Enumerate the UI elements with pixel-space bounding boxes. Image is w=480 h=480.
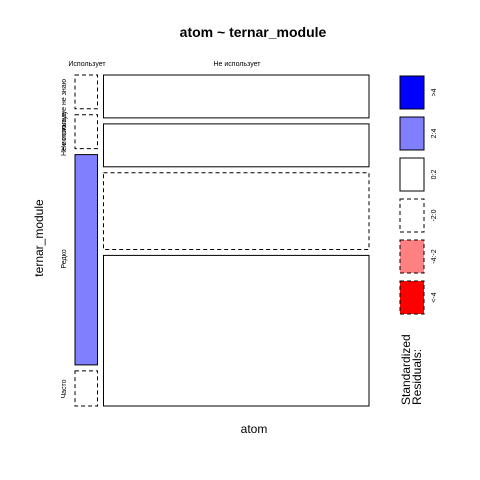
- legend-swatch-2: [399, 157, 425, 192]
- x-category-label-1: Не использует: [214, 61, 262, 68]
- y-category-label-0: Не используе не знаю: [61, 79, 68, 151]
- mosaic-cell-1-1: [103, 123, 370, 168]
- chart-title: atom ~ ternar_module: [180, 24, 327, 40]
- mosaic-cell-1-0: [103, 74, 370, 119]
- legend-label-2: 0:2: [431, 170, 438, 180]
- legend-title-line-1: Standardized: [399, 334, 413, 405]
- mosaic-cells: [74, 74, 370, 407]
- legend-swatch-5: [399, 280, 425, 315]
- legend-label-5: <-4: [431, 292, 438, 302]
- legend-label-0: >4: [431, 88, 438, 96]
- x-axis-label: atom: [241, 422, 268, 436]
- legend: >4 2:4 0:2 -2:0 -4:-2 <-4: [399, 75, 438, 315]
- mosaic-cell-1-3: [103, 254, 370, 407]
- x-category-label-0: Использует: [68, 61, 106, 68]
- y-axis-label: ternar_module: [32, 199, 46, 277]
- legend-title-line-2: Residuals:: [410, 349, 424, 405]
- legend-swatch-0: [399, 75, 425, 110]
- mosaic-cell-0-2: [74, 154, 98, 366]
- legend-swatch-4: [399, 239, 425, 274]
- legend-label-4: -4:-2: [431, 249, 438, 264]
- y-category-label-1: Не используе: [61, 112, 68, 156]
- y-category-label-2: Редко: [61, 249, 68, 268]
- legend-swatch-1: [399, 116, 425, 151]
- mosaic-cell-0-3: [74, 370, 98, 407]
- legend-label-1: 2:4: [431, 129, 438, 139]
- legend-swatch-3: [399, 198, 425, 233]
- y-category-label-3: Часто: [61, 379, 68, 398]
- mosaic-cell-0-0: [74, 74, 98, 110]
- legend-label-3: -2:0: [431, 209, 438, 221]
- mosaic-cell-0-1: [74, 114, 98, 150]
- mosaic-cell-1-2: [103, 172, 370, 250]
